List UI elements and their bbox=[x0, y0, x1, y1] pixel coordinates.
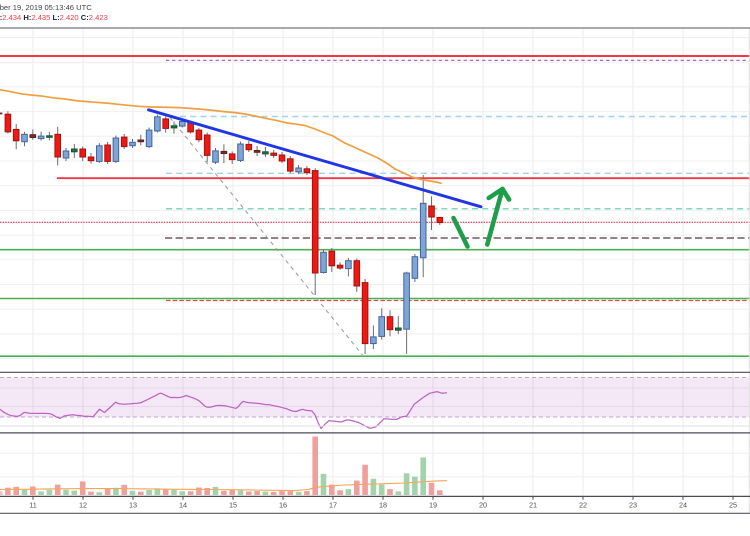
svg-text:ber 19, 2019 05:13:46 UTC: ber 19, 2019 05:13:46 UTC bbox=[0, 3, 92, 12]
svg-text:11: 11 bbox=[29, 501, 37, 510]
svg-text:14: 14 bbox=[179, 501, 187, 510]
svg-text:23: 23 bbox=[629, 501, 637, 510]
svg-text:13: 13 bbox=[129, 501, 137, 510]
svg-text:20: 20 bbox=[479, 501, 487, 510]
svg-text::2.434 H:2.435 L:2.420 C:2.423: :2.434 H:2.435 L:2.420 C:2.423 bbox=[0, 13, 108, 22]
svg-text:21: 21 bbox=[529, 501, 537, 510]
svg-text:25: 25 bbox=[729, 501, 737, 510]
svg-text:22: 22 bbox=[579, 501, 587, 510]
svg-text:18: 18 bbox=[379, 501, 387, 510]
svg-text:19: 19 bbox=[429, 501, 437, 510]
svg-text:24: 24 bbox=[679, 501, 687, 510]
svg-text:12: 12 bbox=[79, 501, 87, 510]
svg-text:15: 15 bbox=[229, 501, 237, 510]
svg-text:17: 17 bbox=[329, 501, 337, 510]
svg-text:16: 16 bbox=[279, 501, 287, 510]
